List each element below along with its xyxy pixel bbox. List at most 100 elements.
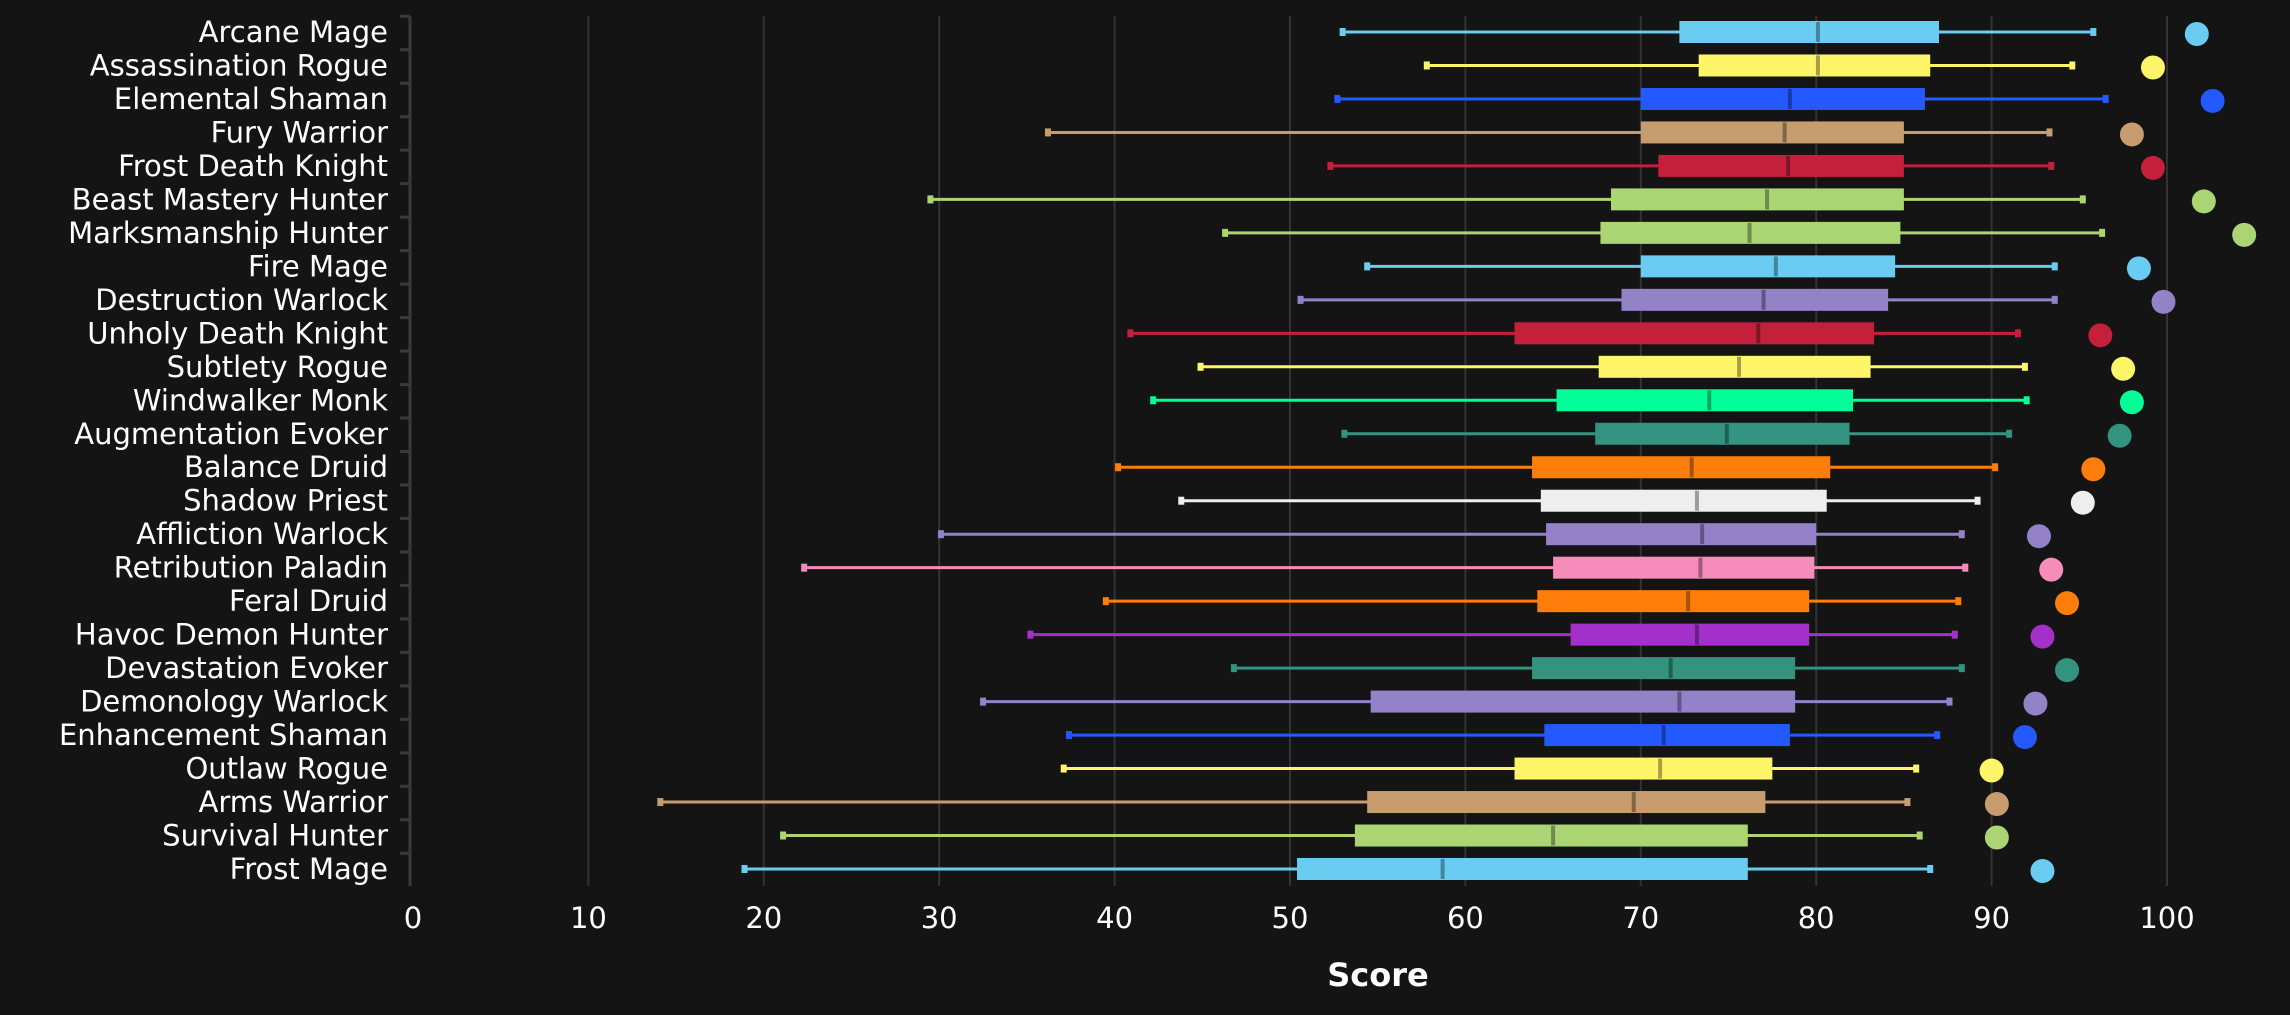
whisker-cap-min	[1364, 262, 1371, 271]
max-score-point[interactable]	[2012, 725, 2037, 750]
x-tick-label: 30	[921, 901, 958, 935]
category-label: Arms Warrior	[199, 785, 389, 819]
box-row	[801, 556, 2064, 582]
max-score-point[interactable]	[2055, 591, 2080, 616]
max-score-point[interactable]	[2191, 189, 2216, 214]
max-score-point[interactable]	[2030, 624, 2055, 649]
category-label: Marksmanship Hunter	[68, 216, 388, 250]
box-row	[1102, 590, 2080, 616]
category-label: Feral Druid	[229, 584, 388, 618]
box-row	[927, 188, 2216, 214]
box-row	[980, 690, 2048, 716]
x-tick-label: 80	[1798, 901, 1835, 935]
max-score-point[interactable]	[2184, 22, 2209, 46]
whisker-cap-min	[1178, 496, 1185, 505]
category-label: Elemental Shaman	[114, 82, 388, 116]
max-score-point[interactable]	[2088, 323, 2113, 348]
whisker-cap-max	[2102, 94, 2109, 103]
max-score-point[interactable]	[2232, 222, 2257, 247]
category-label: Fire Mage	[248, 249, 388, 283]
category-label: Havoc Demon Hunter	[75, 618, 388, 652]
category-label: Devastation Evoker	[105, 651, 388, 685]
category-label: Unholy Death Knight	[87, 316, 388, 350]
whisker-cap-max	[2014, 329, 2021, 338]
max-score-point[interactable]	[2026, 524, 2051, 549]
box-row	[1115, 456, 2106, 482]
max-score-point[interactable]	[2030, 859, 2055, 883]
max-score-point[interactable]	[2200, 88, 2225, 113]
max-score-point[interactable]	[2107, 423, 2132, 448]
max-score-point[interactable]	[2140, 155, 2165, 180]
category-label: Retribution Paladin	[114, 551, 388, 585]
box-row	[1297, 288, 2176, 314]
whisker-cap-min	[1197, 362, 1204, 371]
whisker-cap-max	[1992, 463, 1999, 472]
x-tick-label: 50	[1272, 901, 1309, 935]
whisker-cap-min	[1127, 329, 1134, 338]
x-tick-label: 10	[570, 901, 607, 935]
category-label: Assassination Rogue	[90, 48, 388, 82]
whisker-cap-min	[1341, 429, 1348, 438]
category-label: Outlaw Rogue	[185, 752, 388, 786]
max-score-point[interactable]	[1979, 758, 2004, 783]
box-row	[1327, 154, 2165, 180]
category-label: Frost Death Knight	[118, 149, 388, 183]
max-score-point[interactable]	[2039, 557, 2064, 582]
max-score-point[interactable]	[2070, 490, 2095, 515]
whisker-cap-max	[2099, 228, 2106, 237]
box-row	[1334, 87, 2225, 113]
box-row	[937, 523, 2051, 549]
whisker-cap-max	[2079, 195, 2086, 204]
iqr-box	[1698, 54, 1931, 77]
whisker-cap-max	[2048, 161, 2055, 170]
max-score-point[interactable]	[2151, 289, 2176, 314]
whisker-cap-min	[1327, 161, 1334, 170]
max-score-point[interactable]	[2081, 457, 2106, 482]
max-score-point[interactable]	[2119, 390, 2144, 415]
max-score-point[interactable]	[1984, 792, 2009, 817]
iqr-box	[1600, 221, 1901, 244]
whisker-cap-max	[1958, 664, 1965, 673]
whisker-cap-min	[1334, 94, 1341, 103]
max-score-point[interactable]	[2140, 55, 2165, 80]
category-label: Windwalker Monk	[133, 383, 388, 417]
iqr-box	[1640, 121, 1904, 144]
whisker-cap-max	[2046, 128, 2053, 137]
whisker-cap-max	[1927, 865, 1934, 873]
whisker-cap-max	[2006, 429, 2013, 438]
box-row	[1065, 724, 2037, 750]
max-score-point[interactable]	[2111, 356, 2136, 381]
x-tick-label: 100	[2139, 901, 2194, 935]
whisker-cap-min	[1339, 28, 1346, 36]
iqr-box	[1514, 322, 1875, 345]
max-score-point[interactable]	[1984, 825, 2009, 850]
category-label: Arcane Mage	[199, 15, 388, 49]
max-score-point[interactable]	[2126, 256, 2151, 281]
x-tick-label: 70	[1622, 901, 1659, 935]
box-row	[1060, 757, 2004, 783]
max-score-point[interactable]	[2023, 691, 2048, 716]
whisker-cap-max	[1934, 731, 1941, 740]
iqr-box	[1514, 757, 1773, 780]
category-label: Augmentation Evoker	[74, 417, 388, 451]
iqr-box	[1370, 690, 1796, 713]
max-score-point[interactable]	[2119, 122, 2144, 147]
whisker-cap-min	[937, 530, 944, 539]
whisker-cap-min	[1297, 295, 1304, 304]
iqr-box	[1640, 87, 1925, 110]
iqr-box	[1595, 422, 1850, 445]
whisker-cap-max	[2021, 362, 2028, 371]
whisker-cap-min	[1115, 463, 1122, 472]
iqr-box	[1556, 389, 1854, 412]
iqr-box	[1621, 288, 1889, 311]
max-score-point[interactable]	[2055, 658, 2080, 683]
category-label: Subtlety Rogue	[167, 350, 388, 384]
iqr-box	[1532, 456, 1831, 479]
category-label: Balance Druid	[184, 450, 388, 484]
box-row	[1230, 657, 2080, 683]
whisker-cap-min	[657, 798, 664, 807]
whisker-cap-max	[1951, 630, 1958, 639]
whisker-cap-max	[1962, 563, 1969, 572]
category-label: Shadow Priest	[183, 484, 388, 518]
